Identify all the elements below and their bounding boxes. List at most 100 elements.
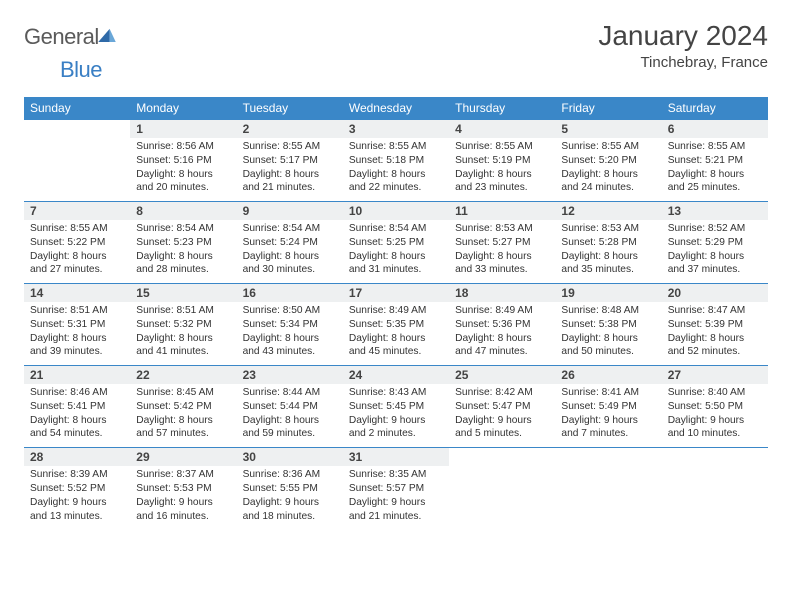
- day-number-cell: 15: [130, 284, 236, 303]
- day-content-row: Sunrise: 8:51 AMSunset: 5:31 PMDaylight:…: [24, 302, 768, 366]
- day-detail-cell: Sunrise: 8:51 AMSunset: 5:31 PMDaylight:…: [24, 302, 130, 366]
- day-detail-cell: Sunrise: 8:50 AMSunset: 5:34 PMDaylight:…: [237, 302, 343, 366]
- sunrise-line: Sunrise: 8:41 AM: [561, 386, 655, 400]
- sunset-line: Sunset: 5:42 PM: [136, 400, 230, 414]
- sunrise-line: Sunrise: 8:45 AM: [136, 386, 230, 400]
- sunrise-line: Sunrise: 8:50 AM: [243, 304, 337, 318]
- day-number-cell: 13: [662, 202, 768, 221]
- day-number-cell: 5: [555, 120, 661, 139]
- sunrise-line: Sunrise: 8:55 AM: [455, 140, 549, 154]
- daylight-line: Daylight: 8 hours and 33 minutes.: [455, 250, 549, 278]
- day-detail-cell: Sunrise: 8:49 AMSunset: 5:35 PMDaylight:…: [343, 302, 449, 366]
- sunset-line: Sunset: 5:35 PM: [349, 318, 443, 332]
- day-number-cell: 4: [449, 120, 555, 139]
- day-detail-cell: Sunrise: 8:56 AMSunset: 5:16 PMDaylight:…: [130, 138, 236, 202]
- day-number-cell: 19: [555, 284, 661, 303]
- day-content-row: Sunrise: 8:55 AMSunset: 5:22 PMDaylight:…: [24, 220, 768, 284]
- sunset-line: Sunset: 5:25 PM: [349, 236, 443, 250]
- daylight-line: Daylight: 8 hours and 45 minutes.: [349, 332, 443, 360]
- sunset-line: Sunset: 5:34 PM: [243, 318, 337, 332]
- sunrise-line: Sunrise: 8:53 AM: [455, 222, 549, 236]
- day-number-cell: 26: [555, 366, 661, 385]
- sunrise-line: Sunrise: 8:52 AM: [668, 222, 762, 236]
- sunrise-line: Sunrise: 8:36 AM: [243, 468, 337, 482]
- day-number-cell: [24, 120, 130, 139]
- day-detail-cell: Sunrise: 8:53 AMSunset: 5:27 PMDaylight:…: [449, 220, 555, 284]
- day-detail-cell: [449, 466, 555, 529]
- sunset-line: Sunset: 5:44 PM: [243, 400, 337, 414]
- sunset-line: Sunset: 5:29 PM: [668, 236, 762, 250]
- sunrise-line: Sunrise: 8:42 AM: [455, 386, 549, 400]
- sunrise-line: Sunrise: 8:53 AM: [561, 222, 655, 236]
- sunrise-line: Sunrise: 8:40 AM: [668, 386, 762, 400]
- sunset-line: Sunset: 5:49 PM: [561, 400, 655, 414]
- sunrise-line: Sunrise: 8:35 AM: [349, 468, 443, 482]
- day-number-cell: [662, 448, 768, 467]
- daylight-line: Daylight: 9 hours and 5 minutes.: [455, 414, 549, 442]
- sunrise-line: Sunrise: 8:55 AM: [30, 222, 124, 236]
- day-content-row: Sunrise: 8:56 AMSunset: 5:16 PMDaylight:…: [24, 138, 768, 202]
- day-number-cell: 3: [343, 120, 449, 139]
- weekday-header: Saturday: [662, 97, 768, 120]
- day-detail-cell: [662, 466, 768, 529]
- day-detail-cell: Sunrise: 8:55 AMSunset: 5:18 PMDaylight:…: [343, 138, 449, 202]
- sunrise-line: Sunrise: 8:43 AM: [349, 386, 443, 400]
- day-number-cell: 20: [662, 284, 768, 303]
- day-detail-cell: Sunrise: 8:48 AMSunset: 5:38 PMDaylight:…: [555, 302, 661, 366]
- title-block: January 2024 Tinchebray, France: [598, 20, 768, 71]
- day-number-cell: [555, 448, 661, 467]
- sunrise-line: Sunrise: 8:37 AM: [136, 468, 230, 482]
- day-number-cell: 7: [24, 202, 130, 221]
- sunrise-line: Sunrise: 8:55 AM: [561, 140, 655, 154]
- day-detail-cell: Sunrise: 8:55 AMSunset: 5:22 PMDaylight:…: [24, 220, 130, 284]
- sunrise-line: Sunrise: 8:46 AM: [30, 386, 124, 400]
- daylight-line: Daylight: 8 hours and 41 minutes.: [136, 332, 230, 360]
- sunset-line: Sunset: 5:36 PM: [455, 318, 549, 332]
- sunrise-line: Sunrise: 8:55 AM: [243, 140, 337, 154]
- daylight-line: Daylight: 8 hours and 30 minutes.: [243, 250, 337, 278]
- daylight-line: Daylight: 9 hours and 16 minutes.: [136, 496, 230, 524]
- sunset-line: Sunset: 5:27 PM: [455, 236, 549, 250]
- daylight-line: Daylight: 8 hours and 35 minutes.: [561, 250, 655, 278]
- sunset-line: Sunset: 5:17 PM: [243, 154, 337, 168]
- day-detail-cell: Sunrise: 8:47 AMSunset: 5:39 PMDaylight:…: [662, 302, 768, 366]
- daylight-line: Daylight: 8 hours and 23 minutes.: [455, 168, 549, 196]
- page-header: GeneralBlue January 2024 Tinchebray, Fra…: [24, 20, 768, 83]
- day-detail-cell: Sunrise: 8:55 AMSunset: 5:19 PMDaylight:…: [449, 138, 555, 202]
- weekday-header: Tuesday: [237, 97, 343, 120]
- sunset-line: Sunset: 5:53 PM: [136, 482, 230, 496]
- day-detail-cell: Sunrise: 8:39 AMSunset: 5:52 PMDaylight:…: [24, 466, 130, 529]
- day-detail-cell: Sunrise: 8:44 AMSunset: 5:44 PMDaylight:…: [237, 384, 343, 448]
- sunrise-line: Sunrise: 8:55 AM: [668, 140, 762, 154]
- sunset-line: Sunset: 5:24 PM: [243, 236, 337, 250]
- daylight-line: Daylight: 8 hours and 37 minutes.: [668, 250, 762, 278]
- daynum-row: 78910111213: [24, 202, 768, 221]
- calendar-body: 123456Sunrise: 8:56 AMSunset: 5:16 PMDay…: [24, 120, 768, 530]
- day-detail-cell: Sunrise: 8:45 AMSunset: 5:42 PMDaylight:…: [130, 384, 236, 448]
- daynum-row: 21222324252627: [24, 366, 768, 385]
- day-detail-cell: Sunrise: 8:41 AMSunset: 5:49 PMDaylight:…: [555, 384, 661, 448]
- sunset-line: Sunset: 5:28 PM: [561, 236, 655, 250]
- daylight-line: Daylight: 9 hours and 7 minutes.: [561, 414, 655, 442]
- day-detail-cell: Sunrise: 8:55 AMSunset: 5:17 PMDaylight:…: [237, 138, 343, 202]
- sunset-line: Sunset: 5:55 PM: [243, 482, 337, 496]
- sunset-line: Sunset: 5:23 PM: [136, 236, 230, 250]
- day-number-cell: 1: [130, 120, 236, 139]
- sunset-line: Sunset: 5:32 PM: [136, 318, 230, 332]
- day-number-cell: 18: [449, 284, 555, 303]
- sunrise-line: Sunrise: 8:44 AM: [243, 386, 337, 400]
- sunrise-line: Sunrise: 8:55 AM: [349, 140, 443, 154]
- day-detail-cell: [24, 138, 130, 202]
- calendar-page: GeneralBlue January 2024 Tinchebray, Fra…: [0, 0, 792, 549]
- weekday-header: Monday: [130, 97, 236, 120]
- day-detail-cell: Sunrise: 8:36 AMSunset: 5:55 PMDaylight:…: [237, 466, 343, 529]
- logo-text-general: General: [24, 24, 99, 49]
- day-number-cell: 17: [343, 284, 449, 303]
- day-number-cell: 28: [24, 448, 130, 467]
- day-number-cell: 14: [24, 284, 130, 303]
- daylight-line: Daylight: 8 hours and 39 minutes.: [30, 332, 124, 360]
- sunrise-line: Sunrise: 8:54 AM: [136, 222, 230, 236]
- day-detail-cell: Sunrise: 8:37 AMSunset: 5:53 PMDaylight:…: [130, 466, 236, 529]
- weekday-header: Sunday: [24, 97, 130, 120]
- daylight-line: Daylight: 9 hours and 2 minutes.: [349, 414, 443, 442]
